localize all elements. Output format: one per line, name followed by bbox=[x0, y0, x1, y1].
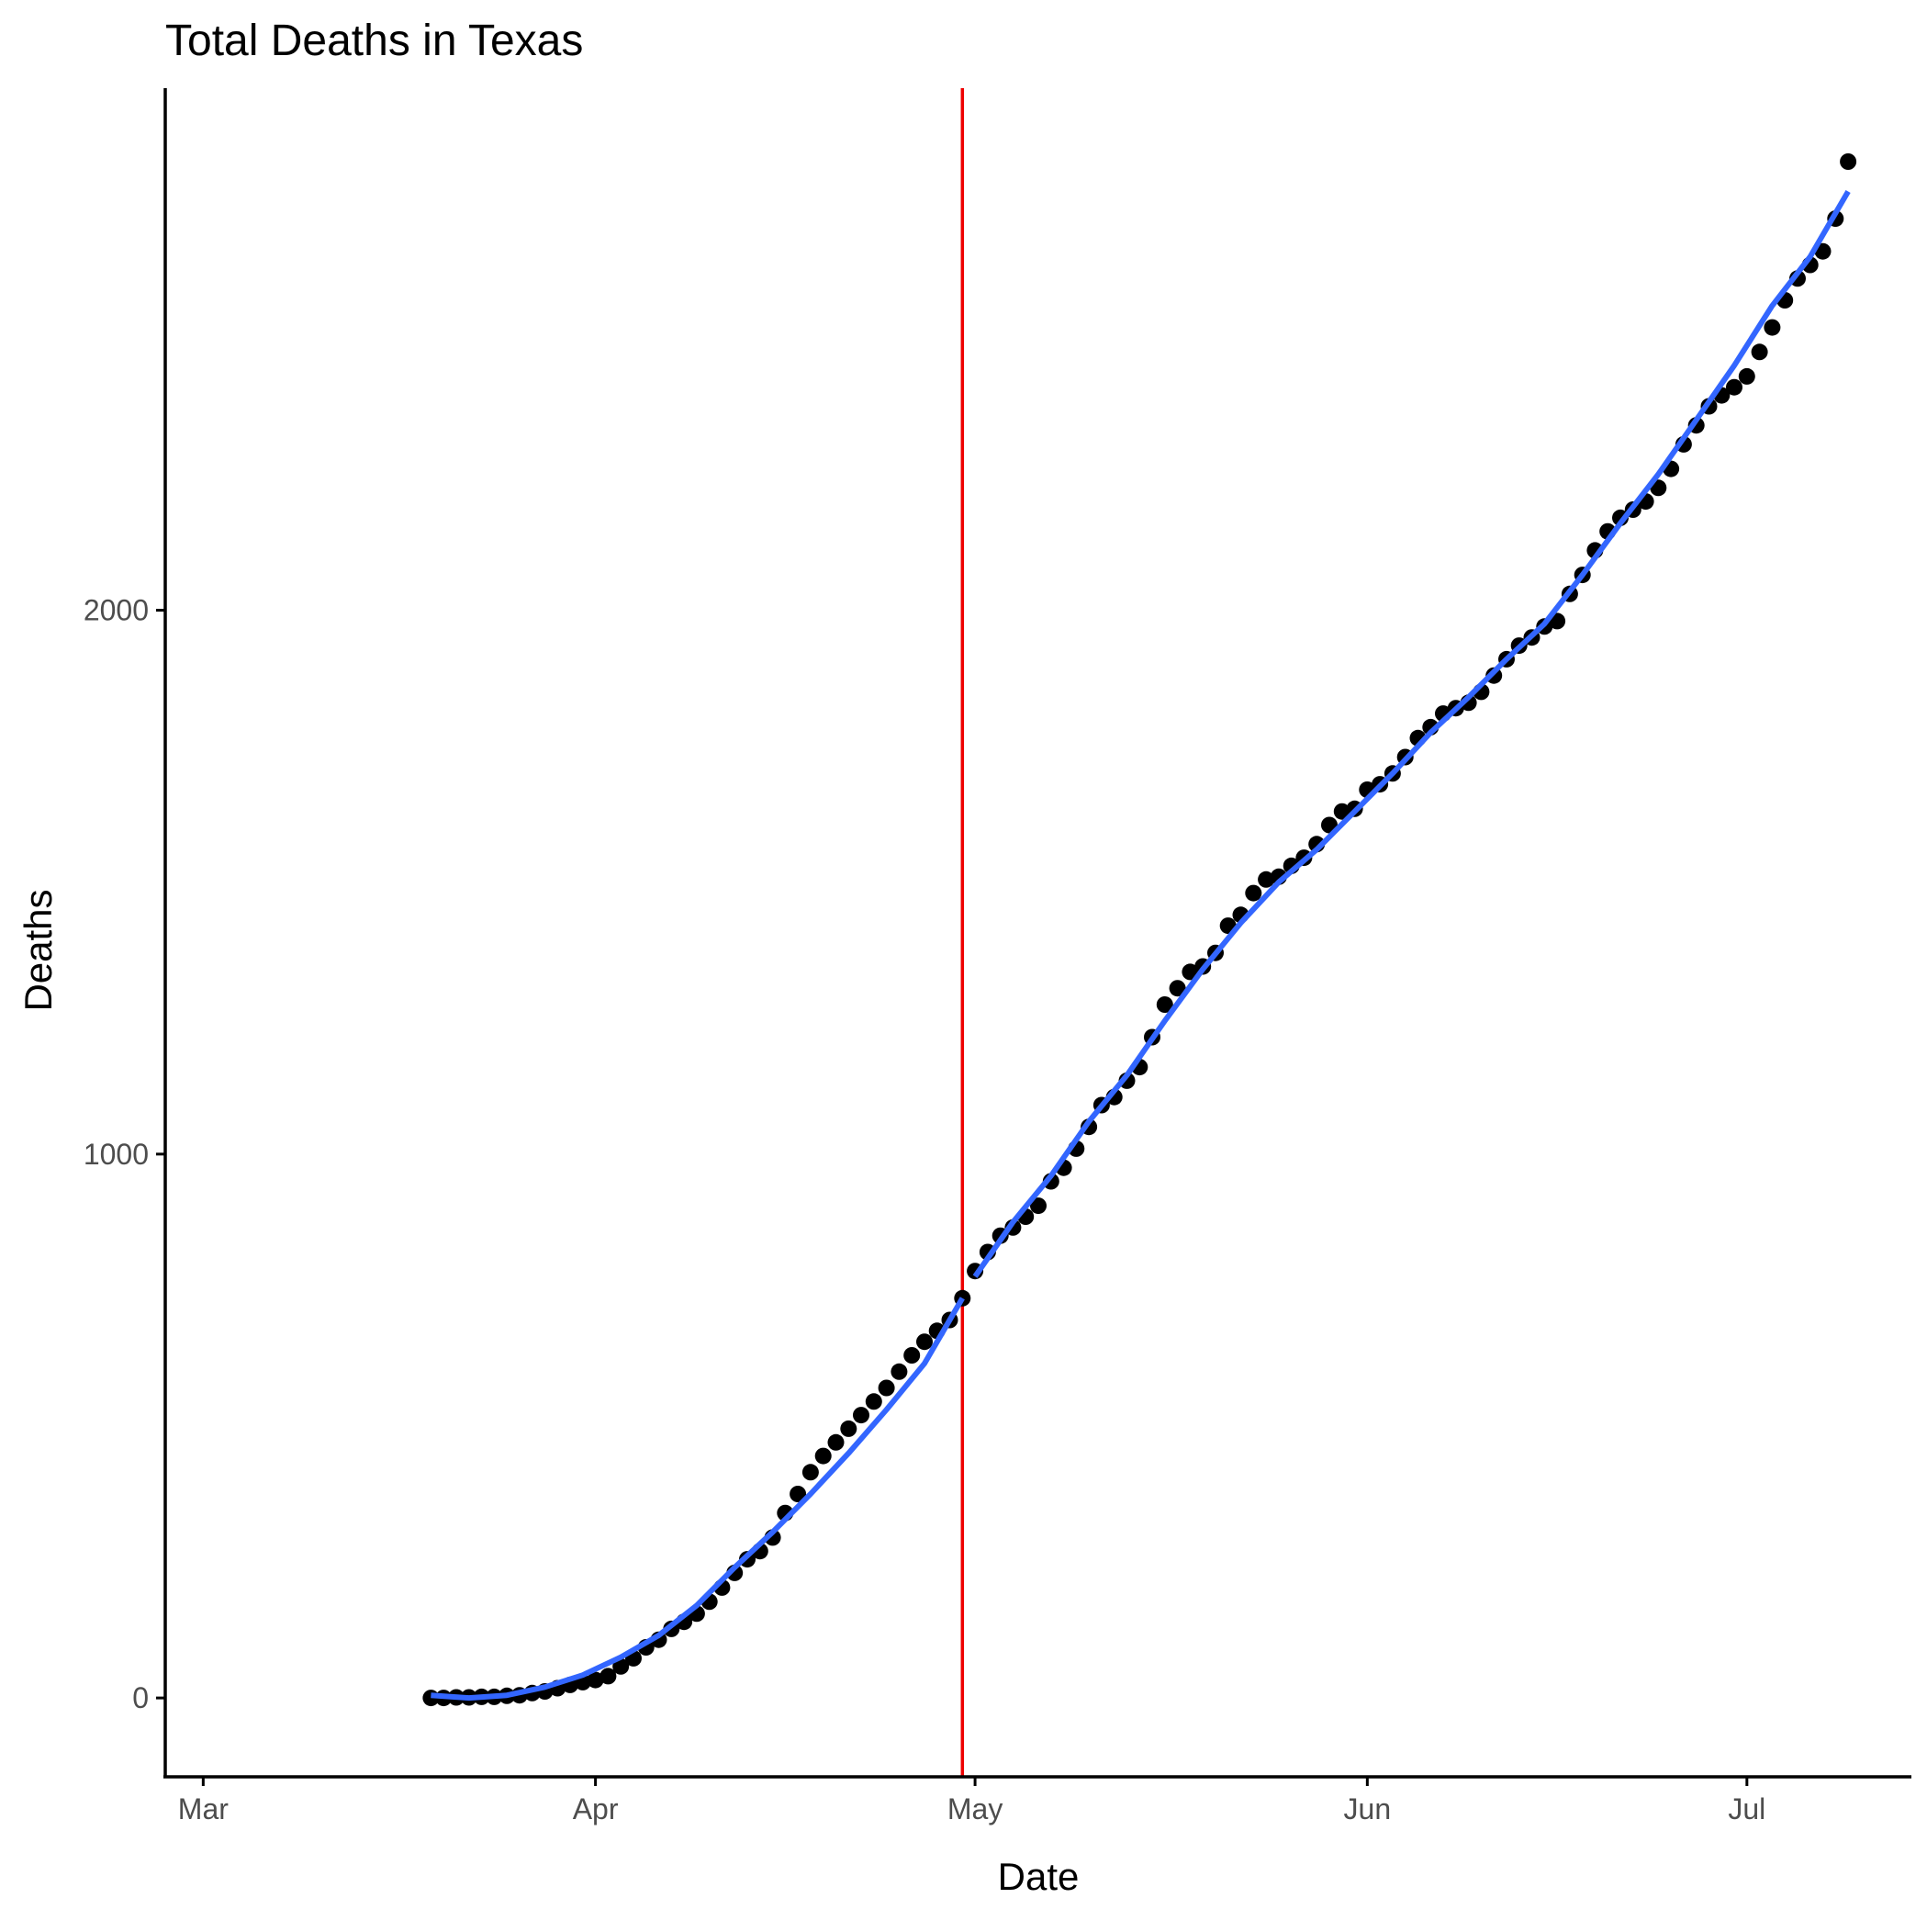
data-point bbox=[1030, 1197, 1047, 1215]
data-point bbox=[612, 1657, 630, 1675]
data-point bbox=[1258, 871, 1275, 888]
smooth-line-before bbox=[431, 1297, 965, 1702]
data-point bbox=[1840, 153, 1857, 170]
y-ticks: 0 1000 2000 bbox=[84, 594, 165, 1714]
data-point bbox=[801, 1464, 819, 1481]
y-tick-label: 0 bbox=[132, 1681, 149, 1714]
data-point bbox=[814, 1447, 832, 1465]
data-point bbox=[1333, 803, 1350, 820]
data-point bbox=[587, 1671, 604, 1689]
smooth-line-after bbox=[972, 189, 1851, 1278]
data-point bbox=[790, 1486, 807, 1502]
data-point bbox=[1738, 367, 1755, 385]
data-point bbox=[903, 1347, 921, 1364]
data-point bbox=[599, 1668, 617, 1685]
data-point bbox=[865, 1393, 882, 1410]
data-point bbox=[1245, 884, 1262, 902]
y-tick-label: 2000 bbox=[84, 594, 149, 627]
data-point bbox=[1156, 996, 1173, 1013]
data-point bbox=[878, 1379, 895, 1397]
x-tick-label: May bbox=[947, 1792, 1003, 1825]
y-tick-label: 1000 bbox=[84, 1138, 149, 1171]
data-point bbox=[1726, 378, 1742, 396]
data-point bbox=[1169, 980, 1186, 997]
data-point bbox=[1751, 343, 1768, 361]
plot-marks bbox=[422, 88, 1857, 1777]
x-tick-label: Apr bbox=[573, 1792, 619, 1825]
data-point bbox=[916, 1333, 933, 1351]
x-axis-title: Date bbox=[998, 1855, 1080, 1898]
data-point bbox=[891, 1363, 908, 1380]
chart-title: Total Deaths in Texas bbox=[165, 17, 583, 65]
axes bbox=[163, 88, 1911, 1779]
data-point bbox=[827, 1433, 845, 1451]
x-tick-label: Jul bbox=[1728, 1792, 1765, 1825]
x-tick-label: Mar bbox=[178, 1792, 229, 1825]
data-point bbox=[1764, 319, 1781, 336]
data-point bbox=[853, 1407, 869, 1424]
data-point bbox=[840, 1420, 857, 1437]
data-point bbox=[1182, 963, 1199, 981]
x-ticks: Mar Apr May Jun Jul bbox=[178, 1777, 1765, 1825]
x-tick-label: Jun bbox=[1344, 1792, 1392, 1825]
y-axis-title: Deaths bbox=[17, 889, 60, 1011]
